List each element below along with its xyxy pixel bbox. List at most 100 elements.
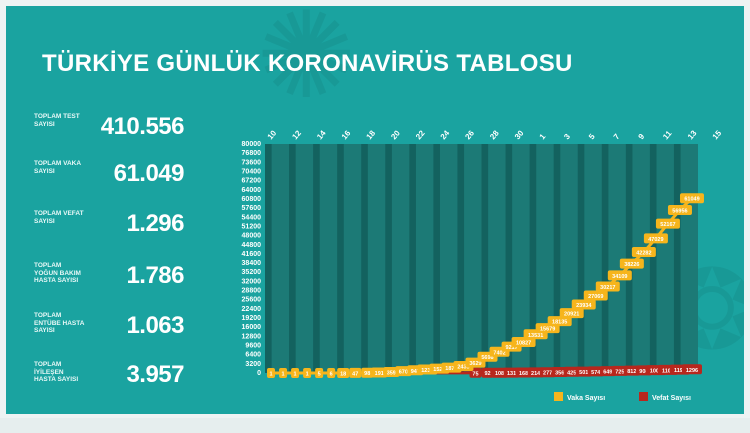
plot-stripe <box>649 144 657 373</box>
plot-stripe <box>625 144 633 373</box>
stat-total-tests: TOPLAM TEST SAYISI 410.556 <box>34 111 185 151</box>
cases-series-point <box>667 204 692 215</box>
y-tick-label: 35200 <box>242 269 262 276</box>
plot-stripe <box>433 144 441 373</box>
cases-series-data-label: 670 <box>399 370 408 376</box>
plot-stripe <box>673 144 681 373</box>
stat-label: TOPLAM VEFAT SAYISI <box>34 210 84 225</box>
y-tick-label: 38400 <box>242 260 262 267</box>
deaths-series-data-label: 108 <box>495 371 504 377</box>
legend-label-cases: Vaka Sayısı <box>567 395 605 402</box>
deaths-series-data-label: 1198 <box>674 368 686 374</box>
deaths-series-point <box>611 365 628 376</box>
cases-series-data-label: 18 <box>340 371 346 377</box>
y-tick-label: 64000 <box>242 187 262 194</box>
cases-series-point <box>547 316 572 327</box>
cases-series-point <box>267 367 276 378</box>
cases-series-data-label: 9217 <box>505 345 517 351</box>
cases-series-point <box>559 308 584 319</box>
cases-series-data-label: 3629 <box>469 361 481 367</box>
deaths-series-data-label: 277 <box>543 371 552 377</box>
deaths-series-point <box>515 367 532 378</box>
cases-series-point <box>583 290 608 301</box>
cases-series-data-label: 1236 <box>421 368 433 374</box>
stat-label: TOPLAM TEST SAYISI <box>34 113 80 128</box>
y-tick-label: 6400 <box>245 352 261 359</box>
cases-series-point <box>607 270 632 281</box>
cases-series-data-label: 56956 <box>672 208 687 214</box>
x-tick-label: 12 <box>290 128 303 141</box>
y-tick-label: 76800 <box>242 150 262 157</box>
cases-series-data-label: 2433 <box>457 365 469 371</box>
cases-series-point <box>511 337 536 348</box>
plot-stripe <box>409 144 416 373</box>
stat-value: 1.296 <box>126 210 184 237</box>
page-title: TÜRKİYE GÜNLÜK KORONAVİRÜS TABLOSU <box>42 50 573 77</box>
deaths-series-point <box>539 367 556 378</box>
deaths-series-point <box>563 366 580 377</box>
cases-series-point <box>361 367 374 378</box>
x-tick-label: 28 <box>488 128 501 141</box>
x-tick-label: 3 <box>562 132 572 142</box>
y-tick-label: 3200 <box>245 361 261 368</box>
cases-series-data-label: 38226 <box>624 262 639 268</box>
cases-series-data-label: 5698 <box>481 355 493 361</box>
cases-series-point <box>655 218 680 229</box>
plot-stripe <box>361 144 368 373</box>
infographic-panel: ✺ ❂ TÜRKİYE GÜNLÜK KORONAVİRÜS TABLOSU T… <box>6 6 744 414</box>
plot-stripe <box>313 144 320 373</box>
cases-series-point <box>279 367 288 378</box>
y-tick-label: 19200 <box>242 315 262 322</box>
cases-series-data-label: 6 <box>330 371 333 377</box>
plot-stripe <box>457 144 465 373</box>
plot-stripe <box>601 144 609 373</box>
x-tick-label: 13 <box>686 128 699 141</box>
stat-recovered: TOPLAM İYİLEŞEN HASTA SAYISI 3.957 <box>34 359 184 399</box>
cases-series-point <box>349 367 362 378</box>
deaths-series-data-label: 501 <box>579 370 588 376</box>
plot-stripe <box>385 144 392 373</box>
y-tick-label: 54400 <box>242 214 262 221</box>
deaths-series-data-label: 168 <box>519 371 528 377</box>
x-tick-label: 5 <box>587 132 597 142</box>
cases-series-data-label: 5 <box>318 371 321 377</box>
legend-swatch-deaths <box>639 392 648 401</box>
cases-series-data-label: 34109 <box>612 274 627 280</box>
y-tick-label: 41600 <box>242 251 262 258</box>
cases-series-data-label: 13531 <box>528 333 543 339</box>
y-tick-label: 60800 <box>242 196 262 203</box>
deaths-series-data-label: 908 <box>639 369 648 375</box>
plot-stripe <box>481 144 489 373</box>
cases-series-point <box>315 367 324 378</box>
plot-stripe <box>553 144 561 373</box>
y-tick-label: 70400 <box>242 168 262 175</box>
cases-series-data-label: 947 <box>411 369 420 375</box>
deaths-series-data-label: 1006 <box>650 369 662 375</box>
x-tick-label: 26 <box>463 128 476 141</box>
y-tick-label: 28800 <box>242 288 262 295</box>
cases-series-point <box>679 193 704 204</box>
y-tick-label: 32000 <box>242 278 262 285</box>
y-tick-label: 0 <box>257 370 261 377</box>
deaths-series-data-label: 131 <box>507 371 516 377</box>
deaths-series-point <box>623 365 640 376</box>
deaths-series-point <box>587 366 604 377</box>
cases-series-data-label: 30217 <box>600 285 615 291</box>
deaths-series-data-label: 1296 <box>686 368 698 374</box>
deaths-series-point <box>575 366 592 377</box>
cases-series-data-label: 10827 <box>516 341 531 347</box>
plot-stripe <box>337 144 344 373</box>
deaths-series-point <box>551 366 568 377</box>
stat-label: TOPLAM ENTÜBE HASTA SAYISI <box>34 312 85 334</box>
y-tick-label: 22400 <box>242 306 262 313</box>
deaths-series-data-label: 574 <box>591 370 601 376</box>
x-tick-label: 14 <box>315 128 328 141</box>
cases-series-point <box>619 258 644 269</box>
cases-series-point <box>571 299 596 310</box>
stat-value: 3.957 <box>126 361 184 388</box>
deaths-series-data-label: 75 <box>472 371 478 377</box>
cases-series-data-label: 1 <box>294 371 297 377</box>
y-tick-label: 16000 <box>242 324 262 331</box>
y-tick-label: 44800 <box>242 242 262 249</box>
deaths-series-point <box>527 367 544 378</box>
